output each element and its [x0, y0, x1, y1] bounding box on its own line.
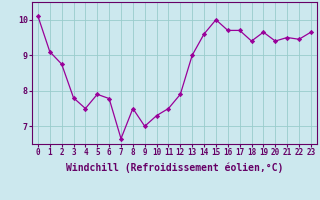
X-axis label: Windchill (Refroidissement éolien,°C): Windchill (Refroidissement éolien,°C) [66, 163, 283, 173]
